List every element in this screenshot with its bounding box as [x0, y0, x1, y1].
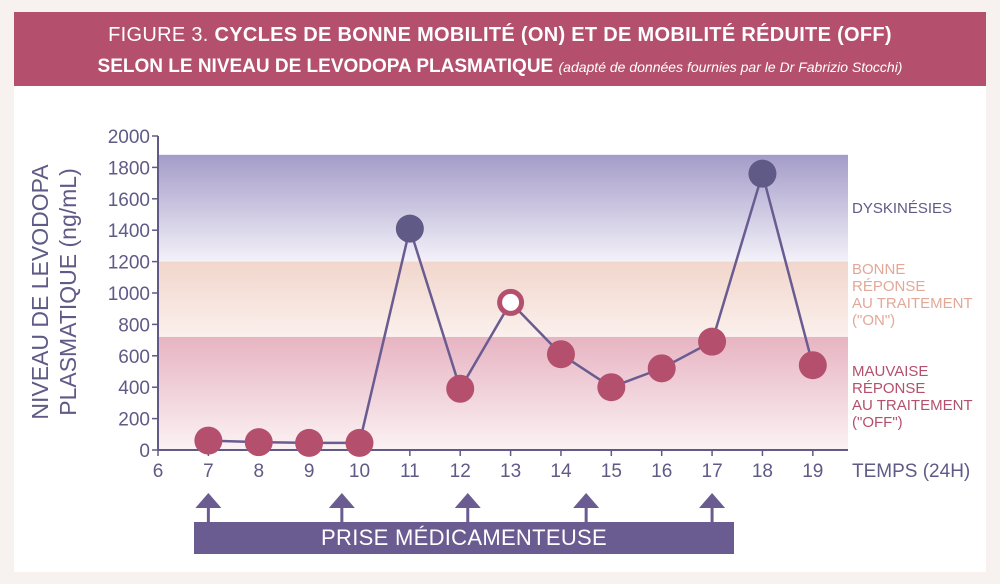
x-tick-label: 9 [304, 461, 315, 482]
x-tick-label: 17 [702, 461, 723, 482]
data-point-off [597, 373, 626, 402]
x-tick-label: 16 [651, 461, 672, 482]
y-tick-label: 2000 [108, 127, 150, 148]
prise-arrow-head [195, 493, 222, 508]
data-point-on [497, 288, 525, 316]
data-point-off [295, 428, 324, 457]
zone-label-on-line: ("ON") [852, 312, 895, 329]
y-tick-label: 1800 [108, 158, 150, 179]
zone-label-dyskinesia-line: DYSKINÉSIES [852, 200, 952, 217]
data-point-dyskinesia [395, 214, 424, 243]
x-tick-label: 18 [752, 461, 773, 482]
x-tick-label: 8 [253, 461, 264, 482]
y-tick-label: 1200 [108, 253, 150, 274]
x-axis-label: TEMPS (24H) [852, 461, 970, 482]
prise-arrow-head [573, 493, 600, 508]
zone-label-on-line: AU TRAITEMENT [852, 295, 973, 312]
y-tick-label: 200 [118, 410, 150, 431]
x-tick-label: 19 [802, 461, 823, 482]
y-tick-label: 1400 [108, 221, 150, 242]
y-axis-label-line-1: NIVEAU DE LEVODOPA [27, 164, 53, 420]
x-tick-label: 14 [550, 461, 572, 482]
zone-label-off-line: MAUVAISE [852, 363, 928, 380]
zone-label-on-line: BONNE [852, 261, 905, 278]
x-tick-label: 13 [500, 461, 521, 482]
x-tick-label: 10 [349, 461, 370, 482]
y-tick-label: 1000 [108, 284, 150, 305]
prise-medicamenteuse-bar: PRISE MÉDICAMENTEUSE [194, 522, 734, 554]
x-tick-label: 12 [450, 461, 471, 482]
data-point-off [546, 340, 575, 369]
data-point-off [798, 351, 827, 380]
zone-label-off-line: RÉPONSE [852, 380, 925, 397]
data-point-off [446, 374, 475, 403]
y-tick-label: 400 [118, 378, 150, 399]
figure-number: FIGURE 3. [108, 24, 209, 46]
data-point-off [345, 428, 374, 457]
zone-label-off-line: AU TRAITEMENT [852, 397, 973, 414]
y-tick-label: 0 [139, 441, 150, 462]
prise-arrow-head [454, 493, 481, 508]
x-tick-label: 15 [601, 461, 622, 482]
y-tick-label: 800 [118, 315, 150, 336]
data-point-off [647, 354, 676, 383]
data-point-dyskinesia [748, 159, 777, 188]
x-tick-label: 6 [153, 461, 164, 482]
y-axis-label-line-2: PLASMATIQUE (ng/mL) [55, 168, 81, 416]
figure-title: CYCLES DE BONNE MOBILITÉ (ON) ET DE MOBI… [214, 24, 892, 46]
title-line-1: FIGURE 3. CYCLES DE BONNE MOBILITÉ (ON) … [14, 24, 986, 47]
zone-off [158, 336, 848, 450]
zone-dyskinesia [158, 154, 848, 262]
data-point-off [194, 426, 223, 455]
figure-source-note: (adapté de données fournies par le Dr Fa… [558, 59, 903, 75]
prise-arrow-head [328, 493, 355, 508]
title-line-2: SELON LE NIVEAU DE LEVODOPA PLASMATIQUE … [14, 56, 986, 78]
x-tick-label: 11 [400, 461, 420, 482]
title-bar: FIGURE 3. CYCLES DE BONNE MOBILITÉ (ON) … [14, 12, 986, 86]
zone-label-off-line: ("OFF") [852, 414, 903, 431]
zone-label-on-line: RÉPONSE [852, 278, 925, 295]
prise-arrow-head [699, 493, 726, 508]
data-point-off [698, 327, 727, 356]
x-tick-label: 7 [203, 461, 214, 482]
y-tick-label: 1600 [108, 190, 150, 211]
figure-subtitle: SELON LE NIVEAU DE LEVODOPA PLASMATIQUE [97, 56, 554, 77]
y-tick-label: 600 [118, 347, 150, 368]
data-point-off [244, 428, 273, 457]
